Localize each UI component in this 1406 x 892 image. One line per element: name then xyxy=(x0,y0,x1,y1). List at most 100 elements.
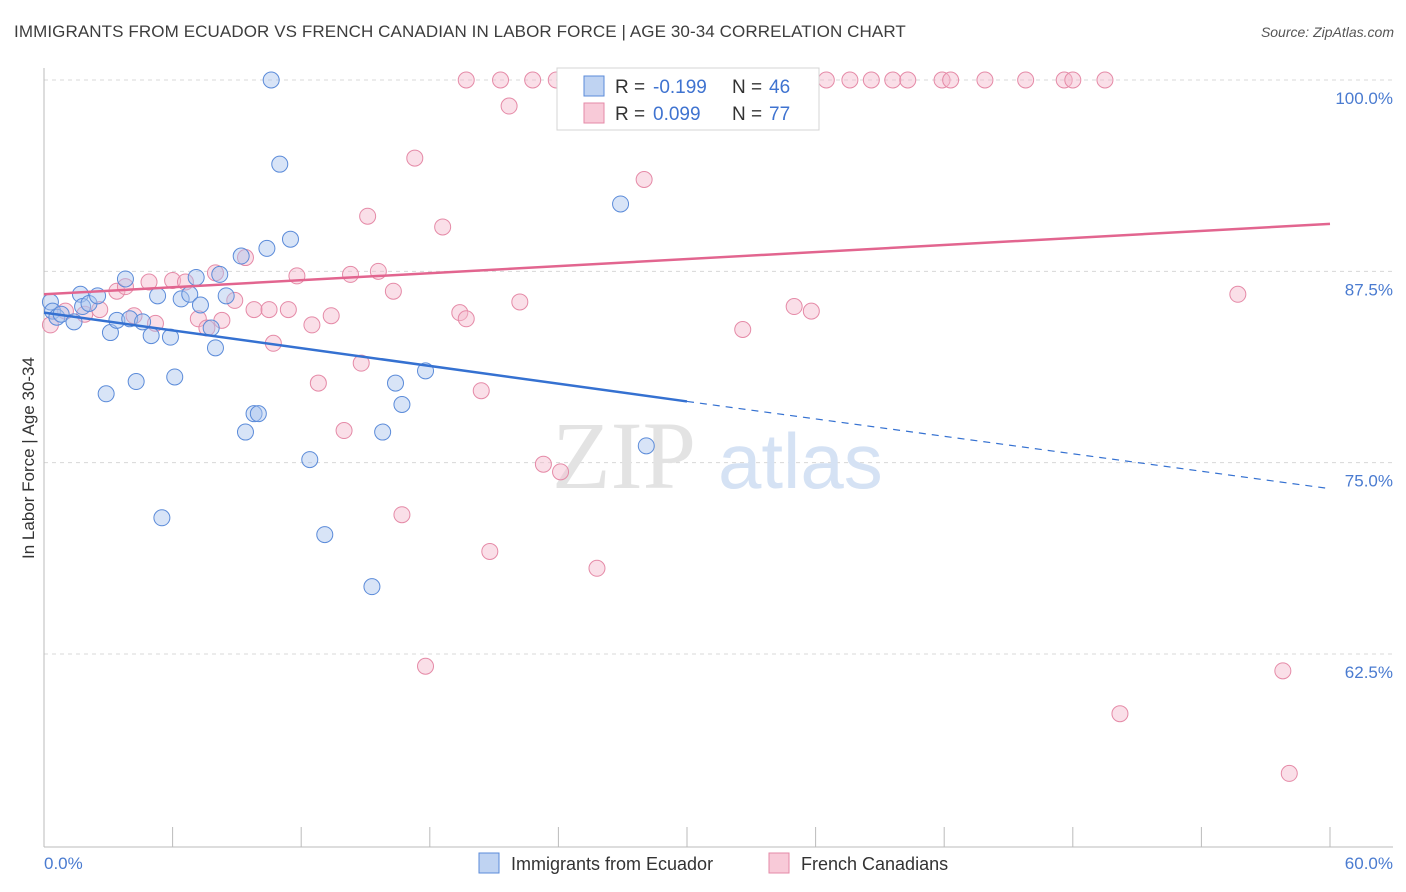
ecuador-point-40 xyxy=(374,423,392,441)
french-canadians-point-62 xyxy=(841,71,859,89)
french-canadians-point-39 xyxy=(481,542,499,560)
ecuador-point-14 xyxy=(127,373,145,391)
watermark-zip: ZIP xyxy=(552,402,696,509)
ecuador-point-20 xyxy=(166,368,184,386)
y-tick-labels: 62.5% 75.0% 87.5% 100.0% xyxy=(1335,89,1393,682)
french-canadians-point-69 xyxy=(1017,71,1035,89)
french-canadians-point-38 xyxy=(472,382,490,400)
bottom-legend-swatch-french xyxy=(768,852,790,874)
ecuador-point-24 xyxy=(191,296,209,314)
french-canadians-point-56 xyxy=(734,320,752,338)
french-canadians-point-17 xyxy=(245,301,263,319)
french-canadians-point-30 xyxy=(384,282,402,300)
french-canadians-points xyxy=(41,71,1298,782)
y-tick-62-5: 62.5% xyxy=(1345,663,1393,682)
ecuador-point-45 xyxy=(637,437,655,455)
french-canadians-point-42 xyxy=(511,293,529,311)
ecuador-point-44 xyxy=(612,195,630,213)
legend-swatch-ecuador xyxy=(583,75,605,97)
legend-n-label-ecuador: N = xyxy=(732,77,762,98)
ecuador-point-33 xyxy=(258,239,276,257)
bottom-legend-swatch-ecuador xyxy=(478,852,500,874)
french-canadians-point-37 xyxy=(457,71,475,89)
french-canadians-point-66 xyxy=(933,71,951,89)
y-tick-75: 75.0% xyxy=(1345,472,1393,491)
watermark: ZIP atlas xyxy=(552,402,883,509)
ecuador-trend-line xyxy=(43,311,688,403)
french-canadians-point-71 xyxy=(1064,71,1082,89)
ecuador-point-36 xyxy=(281,230,299,248)
ecuador-point-18 xyxy=(153,509,171,527)
ecuador-point-23 xyxy=(187,268,205,286)
ecuador-point-26 xyxy=(206,339,224,357)
ecuador-point-29 xyxy=(232,247,250,265)
legend-r-label-ecuador: R = xyxy=(615,77,645,98)
watermark-atlas: atlas xyxy=(718,417,883,505)
french-canadians-point-67 xyxy=(942,71,960,89)
bottom-legend: Immigrants from Ecuador French Canadians xyxy=(478,852,948,874)
french-canadians-point-24 xyxy=(322,307,340,325)
french-canadians-point-74 xyxy=(1229,285,1247,303)
french-canadians-point-33 xyxy=(417,657,435,675)
ecuador-point-17 xyxy=(149,287,167,305)
french-canadians-point-34 xyxy=(434,218,452,236)
y-tick-100: 100.0% xyxy=(1335,89,1393,108)
french-canadians-trend-line xyxy=(43,222,1331,296)
french-canadians-point-25 xyxy=(335,422,353,440)
french-canadians-point-27 xyxy=(352,354,370,372)
french-canadians-point-73 xyxy=(1111,705,1129,723)
ecuador-point-27 xyxy=(211,265,229,283)
ecuador-point-16 xyxy=(142,327,160,345)
legend-n-french: 77 xyxy=(769,104,790,125)
french-canadians-point-65 xyxy=(899,71,917,89)
axes xyxy=(43,68,1393,848)
french-canadians-point-63 xyxy=(862,71,880,89)
french-canadians-point-76 xyxy=(1280,764,1298,782)
french-canadians-point-15 xyxy=(226,291,244,309)
legend-n-ecuador: 46 xyxy=(769,77,790,98)
source-credit: Source: ZipAtlas.com xyxy=(1260,24,1394,40)
french-canadians-point-41 xyxy=(500,97,518,115)
legend-swatch-french xyxy=(583,102,605,124)
french-canadians-point-61 xyxy=(817,71,835,89)
y-axis-label: In Labor Force | Age 30-34 xyxy=(19,357,38,559)
ecuador-point-28 xyxy=(217,287,235,305)
french-canadians-point-43 xyxy=(524,71,542,89)
ecuador-point-9 xyxy=(97,385,115,403)
bottom-legend-ecuador: Immigrants from Ecuador xyxy=(511,854,713,874)
ecuador-point-21 xyxy=(172,290,190,308)
french-canadians-point-7 xyxy=(140,273,158,291)
french-canadians-point-35 xyxy=(451,304,469,322)
french-canadians-point-48 xyxy=(588,559,606,577)
ecuador-point-25 xyxy=(202,319,220,337)
french-canadians-point-11 xyxy=(189,310,207,328)
chart-title: IMMIGRANTS FROM ECUADOR VS FRENCH CANADI… xyxy=(14,22,906,41)
french-canadians-point-59 xyxy=(785,298,803,316)
legend-r-french: 0.099 xyxy=(653,104,701,125)
french-canadians-point-68 xyxy=(976,71,994,89)
legend-box: R = -0.199 N = 46 R = 0.099 N = 77 xyxy=(556,67,820,131)
french-canadians-point-22 xyxy=(303,316,321,334)
trend-lines xyxy=(43,222,1331,490)
french-canadians-point-36 xyxy=(457,310,475,328)
french-canadians-point-44 xyxy=(534,455,552,473)
ecuador-point-31 xyxy=(245,405,263,423)
french-canadians-point-3 xyxy=(91,301,109,319)
x-tick-60: 60.0% xyxy=(1345,854,1393,873)
french-canadians-point-31 xyxy=(393,506,411,524)
ecuador-point-39 xyxy=(363,578,381,596)
bottom-legend-french: French Canadians xyxy=(801,854,948,874)
ecuador-trend-extension xyxy=(686,400,1331,490)
legend-r-ecuador: -0.199 xyxy=(653,77,707,98)
ecuador-point-34 xyxy=(262,71,280,89)
ecuador-point-12 xyxy=(116,270,134,288)
french-canadians-point-52 xyxy=(635,170,653,188)
french-canadians-point-9 xyxy=(164,272,182,290)
french-canadians-point-75 xyxy=(1274,662,1292,680)
french-canadians-point-64 xyxy=(884,71,902,89)
french-canadians-point-72 xyxy=(1096,71,1114,89)
french-canadians-point-40 xyxy=(492,71,510,89)
ecuador-point-32 xyxy=(249,405,267,423)
french-canadians-point-26 xyxy=(341,265,359,283)
